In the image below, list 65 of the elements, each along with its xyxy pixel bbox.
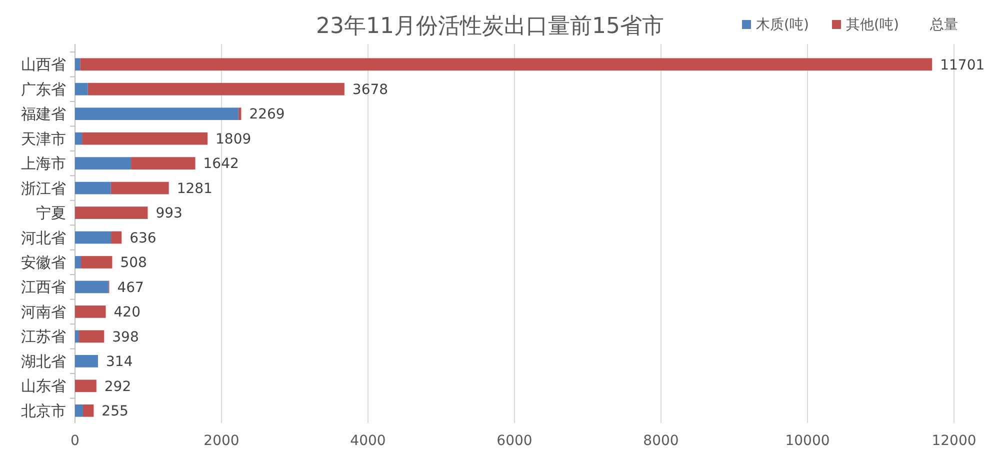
- chart-title: 23年11月份活性炭出口量前15省市: [316, 14, 664, 39]
- bar: [75, 108, 238, 120]
- y-tick-label: 天津市: [21, 130, 66, 148]
- x-tick-label: 10000: [785, 433, 830, 449]
- x-tick-label: 4000: [350, 433, 386, 449]
- y-tick-label: 湖北省: [21, 352, 66, 370]
- text: 总量: [929, 17, 958, 33]
- x-tick-label: 2000: [204, 433, 240, 449]
- bar: [110, 182, 169, 194]
- bar: [75, 280, 108, 294]
- bar: [75, 132, 82, 145]
- bar: [81, 256, 112, 268]
- total-label: 993: [156, 206, 182, 222]
- bar: [88, 82, 344, 96]
- bar: [75, 354, 98, 368]
- legend-label: 其他(吨): [846, 17, 899, 33]
- total-label: 636: [130, 230, 156, 246]
- x-tick-label: 8000: [643, 433, 679, 449]
- total-label: 1809: [216, 131, 252, 148]
- total-label: 255: [102, 404, 128, 420]
- x-tick-label: 0: [70, 433, 80, 449]
- bar: [75, 231, 112, 244]
- x-tick-label: 6000: [496, 433, 532, 449]
- total-label: 314: [106, 354, 133, 370]
- y-tick-label: 福建省: [21, 105, 66, 124]
- bar: [75, 256, 82, 268]
- total-label: 292: [104, 378, 132, 395]
- bar: [80, 58, 932, 71]
- y-tick-label: 浙江省: [21, 179, 66, 198]
- y-tick-label: 北京市: [21, 402, 66, 420]
- bar: [75, 404, 83, 417]
- y-tick-label: 宁夏: [36, 204, 66, 222]
- legend-label: 木质(吨): [756, 17, 809, 33]
- total-label: 11701: [940, 57, 985, 74]
- total-label: 3678: [352, 82, 388, 98]
- total-label: 398: [112, 329, 139, 346]
- y-tick-label: 江西省: [21, 278, 66, 296]
- bar: [82, 404, 94, 417]
- total-label: 508: [120, 255, 147, 272]
- y-tick-label: 江苏省: [21, 328, 66, 346]
- y-tick-label: 山东省: [21, 377, 66, 396]
- bar: [75, 380, 96, 392]
- bar: [75, 330, 80, 343]
- y-tick-label: 广东省: [21, 80, 66, 98]
- total-label: 467: [117, 280, 144, 296]
- y-tick-label: 山西省: [21, 56, 66, 74]
- bar: [82, 132, 208, 145]
- bar: [111, 231, 122, 244]
- y-tick-label: 安徽省: [21, 253, 66, 272]
- bar: [75, 82, 88, 96]
- bar: [79, 330, 104, 343]
- y-tick-label: 河北省: [21, 228, 66, 247]
- total-label: 420: [114, 304, 140, 321]
- y-tick-label: 上海市: [21, 154, 66, 173]
- x-tick-label: 12000: [932, 433, 976, 449]
- bar: [75, 157, 132, 170]
- total-label: 1642: [203, 156, 239, 172]
- bar: [75, 206, 148, 219]
- total-label: 2269: [249, 106, 285, 123]
- bar: [75, 58, 80, 71]
- bar: [131, 157, 196, 170]
- bar: [75, 306, 106, 318]
- total-label: 1281: [176, 180, 212, 197]
- y-tick-label: 河南省: [21, 302, 66, 321]
- bar: [75, 182, 111, 194]
